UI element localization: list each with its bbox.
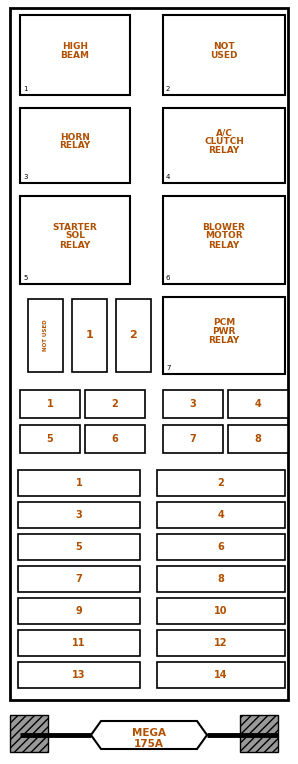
Text: 2: 2 [166,86,170,92]
Text: 2: 2 [112,399,118,409]
Bar [163,196,285,284]
Polygon shape [91,721,207,749]
Bar [18,598,140,624]
Text: HORN: HORN [60,132,90,141]
Text: 5: 5 [23,275,27,281]
Bar [163,425,223,453]
Text: A/C: A/C [215,128,232,137]
Text: 2: 2 [218,478,224,488]
Bar [10,715,48,752]
Bar [18,630,140,656]
Bar [18,502,140,528]
Text: RELAY: RELAY [208,336,240,345]
Text: 4: 4 [254,399,261,409]
Text: USED: USED [210,51,238,60]
Text: NOT: NOT [213,42,235,51]
Bar [18,566,140,592]
Bar [116,299,151,372]
Text: 8: 8 [254,434,261,444]
Text: MEGA: MEGA [132,728,166,738]
Text: 5: 5 [46,434,53,444]
Bar [157,662,285,688]
Text: 5: 5 [76,542,82,552]
Text: 6: 6 [218,542,224,552]
Text: 10: 10 [214,606,228,616]
Bar [157,502,285,528]
Bar [20,390,80,418]
Text: HIGH: HIGH [62,42,88,51]
Text: 3: 3 [76,510,82,520]
Text: 6: 6 [112,434,118,444]
Text: BEAM: BEAM [60,51,89,60]
Bar [157,470,285,496]
Bar [157,534,285,560]
Text: RELAY: RELAY [208,146,240,155]
Bar [157,630,285,656]
Text: RELAY: RELAY [59,141,91,151]
Bar [28,299,63,372]
Text: MOTOR: MOTOR [205,231,243,241]
Text: 6: 6 [166,275,170,281]
Bar [72,299,107,372]
Bar [20,196,130,284]
Bar [240,715,278,752]
Bar [85,425,145,453]
Text: CLUTCH: CLUTCH [204,137,244,146]
Text: 9: 9 [76,606,82,616]
Text: 11: 11 [72,638,86,648]
Text: 13: 13 [72,670,86,680]
Text: 1: 1 [23,86,27,92]
Bar [163,15,285,95]
Bar [85,390,145,418]
Text: PWR: PWR [212,327,236,336]
Text: STARTER: STARTER [53,222,97,231]
Text: 12: 12 [214,638,228,648]
Text: 7: 7 [190,434,196,444]
Bar [18,470,140,496]
Text: RELAY: RELAY [59,241,91,250]
Text: 1: 1 [46,399,53,409]
Text: PCM: PCM [213,318,235,327]
Text: 14: 14 [214,670,228,680]
Bar [163,390,223,418]
Bar [228,390,288,418]
Bar [157,598,285,624]
Text: RELAY: RELAY [208,241,240,250]
Bar [18,662,140,688]
Text: NOT USED: NOT USED [43,319,48,351]
Bar [163,297,285,374]
Bar [228,425,288,453]
Text: SOL: SOL [65,231,85,241]
Text: BLOWER: BLOWER [203,222,246,231]
Bar [20,108,130,183]
Text: 2: 2 [130,331,137,341]
Bar [20,425,80,453]
Text: 4: 4 [218,510,224,520]
Text: 4: 4 [166,174,170,180]
Text: 3: 3 [190,399,196,409]
Bar [18,534,140,560]
Text: 175A: 175A [134,739,164,749]
Text: 1: 1 [86,331,93,341]
Bar [157,566,285,592]
Text: 7: 7 [166,365,170,371]
Bar [20,15,130,95]
Bar [163,108,285,183]
Text: 3: 3 [23,174,27,180]
Text: 8: 8 [218,574,224,584]
Text: 7: 7 [76,574,82,584]
Text: 1: 1 [76,478,82,488]
